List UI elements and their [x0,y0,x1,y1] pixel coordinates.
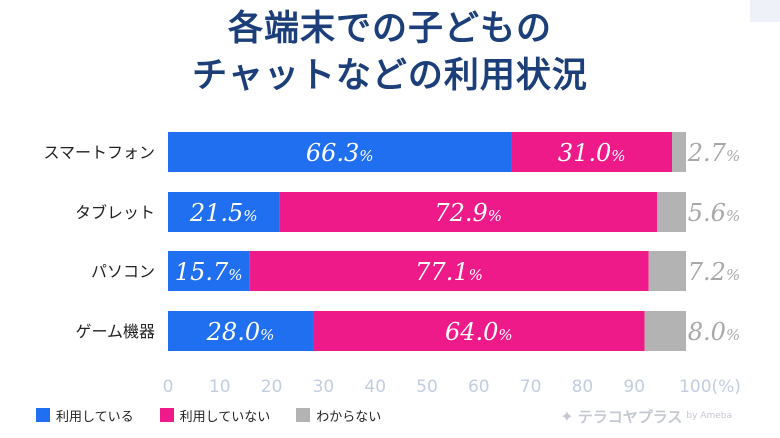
legend-swatch-using [36,408,50,422]
title-line-1: 各端末での子どもの [227,9,552,49]
x-tick-label: 90 [623,377,645,397]
bar-segment-not-using [279,192,657,232]
x-tick-label: 50 [416,377,438,397]
x-tick-label: 20 [261,377,283,397]
bar-segment-using [168,132,512,172]
x-tick-label: 10 [209,377,231,397]
title-line-2: チャットなどの利用状況 [192,56,588,96]
x-tick-label: 40 [364,377,386,397]
legend-item-using: 利用している [36,406,134,425]
category-label: ゲーム機器 [75,322,155,341]
category-label: タブレット [75,203,155,222]
value-label-not-using: 31.0% [558,139,626,167]
value-label-unknown: 7.2% [688,258,740,286]
legend-item-not-using: 利用していない [159,406,271,425]
value-label-not-using: 64.0% [445,318,513,346]
legend-label-unknown: わからない [316,409,382,425]
watermark-text: テラコヤプラス [577,407,683,426]
bar-segment-not-using [313,311,645,351]
value-label-using: 21.5% [189,199,258,227]
value-label-unknown: 8.0% [688,318,740,346]
bar-segment-not-using [511,132,673,172]
category-label: パソコン [91,262,155,281]
category-label: スマートフォン [43,143,155,162]
bar-segment-unknown [672,132,686,172]
bar-segment-using [168,192,280,232]
value-label-using: 15.7% [175,258,243,286]
value-label-using: 28.0% [206,318,275,346]
x-tick-label: 80 [572,377,594,397]
value-label-unknown: 2.7% [687,139,740,167]
x-tick-label: 30 [313,377,335,397]
sparkle-icon: ✦ [560,406,574,426]
legend-label-using: 利用している [56,409,134,425]
bar-segment-using [168,251,250,291]
legend-item-unknown: わからない [296,406,381,425]
legend: 利用している 利用していない わからない [36,405,407,425]
bar-segment-unknown [648,251,686,291]
x-tick-label: 60 [468,377,490,397]
x-tick-label: 0 [163,377,174,397]
x-tick-label: 100(%) [679,377,741,397]
legend-swatch-not-using [159,408,174,422]
x-tick-label: 70 [520,377,542,397]
watermark-sub: by Ameba [686,411,732,421]
watermark-logo: ✦ テラコヤプラス by Ameba [560,405,732,427]
chart-title: 各端末での子どもの チャットなどの利用状況 [0,6,780,100]
value-label-not-using: 72.9% [434,199,502,227]
bar-segment-unknown [644,311,686,351]
value-label-using: 66.3% [306,139,374,167]
legend-label-not-using: 利用していない [179,409,271,425]
legend-swatch-unknown [296,408,311,422]
corner-decoration [750,0,780,22]
bar-segment-unknown [656,192,686,232]
value-label-not-using: 77.1% [415,258,483,286]
bar-segment-using [168,311,314,351]
value-label-unknown: 5.6% [688,199,740,227]
bar-segment-not-using [249,251,649,291]
